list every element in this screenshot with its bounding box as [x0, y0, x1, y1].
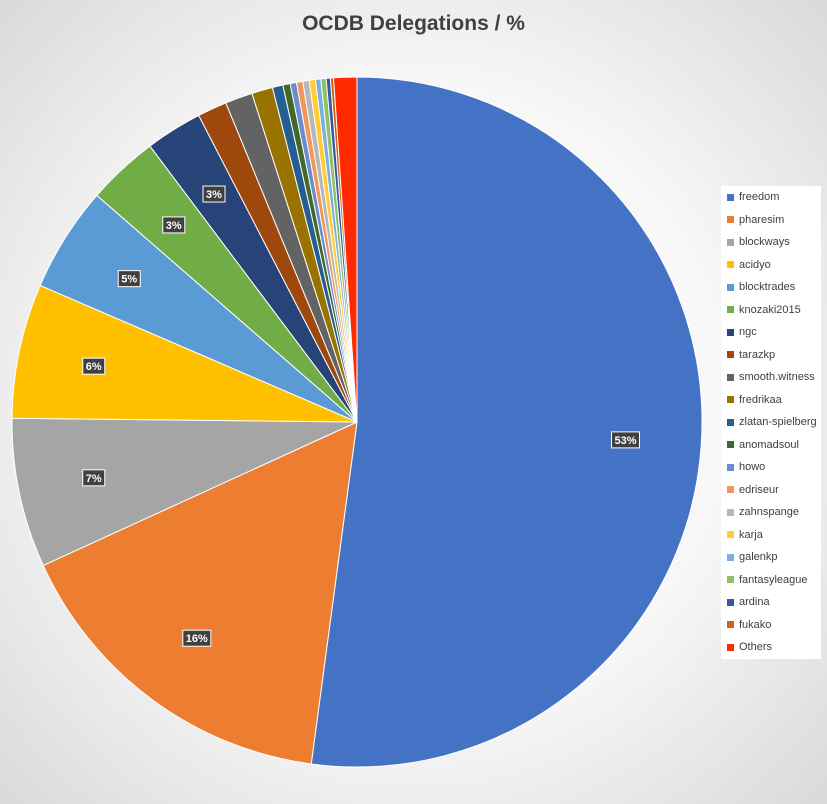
- legend-swatch: [727, 351, 734, 359]
- legend-item: smooth.witness: [721, 366, 821, 389]
- legend-swatch: [727, 283, 734, 291]
- legend-label: smooth.witness: [739, 371, 815, 384]
- data-label: 3%: [202, 185, 226, 203]
- svg-text:3%: 3%: [206, 189, 222, 201]
- svg-text:6%: 6%: [86, 361, 102, 373]
- legend-item: blockways: [721, 231, 821, 254]
- chart-title: OCDB Delegations / %: [302, 12, 525, 35]
- legend-item: Others: [721, 636, 821, 659]
- legend-item: edriseur: [721, 479, 821, 502]
- data-label: 6%: [82, 357, 106, 375]
- legend-swatch: [727, 576, 734, 584]
- legend-item: freedom: [721, 186, 821, 209]
- legend-item: tarazkp: [721, 344, 821, 367]
- legend-swatch: [727, 463, 734, 471]
- legend-swatch: [727, 418, 734, 426]
- legend-item: blocktrades: [721, 276, 821, 299]
- legend-label: fantasyleague: [739, 573, 808, 586]
- legend-swatch: [727, 216, 734, 224]
- legend-label: blocktrades: [739, 281, 796, 294]
- legend-item: ardina: [721, 591, 821, 614]
- legend-label: Others: [739, 641, 773, 654]
- legend-item: pharesim: [721, 209, 821, 232]
- legend-label: freedom: [739, 191, 780, 204]
- legend-label: tarazkp: [739, 348, 776, 361]
- legend: freedom pharesim blockways acidyo blocktrade…: [721, 186, 821, 659]
- legend-item: fredrikaa: [721, 389, 821, 412]
- legend-label: pharesim: [739, 213, 785, 226]
- pie-slice: [11, 284, 358, 423]
- legend-swatch: [727, 441, 734, 449]
- legend-label: anomadsoul: [739, 438, 799, 451]
- pie-slice: [11, 417, 358, 567]
- legend-item: fantasyleague: [721, 569, 821, 592]
- legend-label: howo: [739, 461, 766, 474]
- legend-item: ngc: [721, 321, 821, 344]
- legend-item: knozaki2015: [721, 299, 821, 322]
- legend-label: edriseur: [739, 483, 779, 496]
- legend-swatch: [727, 508, 734, 516]
- legend-label: acidyo: [739, 258, 771, 271]
- svg-text:53%: 53%: [614, 435, 636, 447]
- legend-label: fredrikaa: [739, 393, 782, 406]
- data-label: 3%: [162, 216, 186, 234]
- legend-swatch: [727, 373, 734, 381]
- legend-swatch: [727, 396, 734, 404]
- legend-item: zlatan-spielberg: [721, 411, 821, 434]
- legend-swatch: [727, 486, 734, 494]
- data-label: 7%: [82, 469, 106, 487]
- legend-item: howo: [721, 456, 821, 479]
- legend-swatch: [727, 643, 734, 651]
- legend-swatch: [727, 553, 734, 561]
- legend-label: zahnspange: [739, 506, 799, 519]
- data-label: 16%: [182, 629, 212, 647]
- legend-label: knozaki2015: [739, 303, 801, 316]
- legend-swatch: [727, 621, 734, 629]
- svg-text:16%: 16%: [186, 633, 208, 645]
- legend-label: zlatan-spielberg: [739, 416, 817, 429]
- legend-item: galenkp: [721, 546, 821, 569]
- svg-text:5%: 5%: [121, 274, 137, 286]
- legend-swatch: [727, 328, 734, 336]
- legend-swatch: [727, 306, 734, 314]
- legend-label: ardina: [739, 596, 770, 609]
- legend-item: zahnspange: [721, 501, 821, 524]
- svg-text:7%: 7%: [86, 473, 102, 485]
- legend-item: fukako: [721, 614, 821, 637]
- svg-text:3%: 3%: [166, 220, 182, 232]
- data-label: 53%: [611, 431, 641, 449]
- legend-item: acidyo: [721, 254, 821, 277]
- pie-slice: [310, 76, 703, 768]
- pie-slice: [42, 421, 358, 765]
- legend-label: karja: [739, 528, 763, 541]
- legend-item: anomadsoul: [721, 434, 821, 457]
- legend-swatch: [727, 193, 734, 201]
- data-label: 5%: [117, 270, 141, 288]
- legend-swatch: [727, 531, 734, 539]
- legend-label: galenkp: [739, 551, 778, 564]
- legend-label: fukako: [739, 618, 772, 631]
- legend-label: blockways: [739, 236, 790, 249]
- legend-swatch: [727, 261, 734, 269]
- legend-label: ngc: [739, 326, 757, 339]
- legend-item: karja: [721, 524, 821, 547]
- legend-swatch: [727, 598, 734, 606]
- legend-swatch: [727, 238, 734, 246]
- pie-slice: [332, 76, 358, 423]
